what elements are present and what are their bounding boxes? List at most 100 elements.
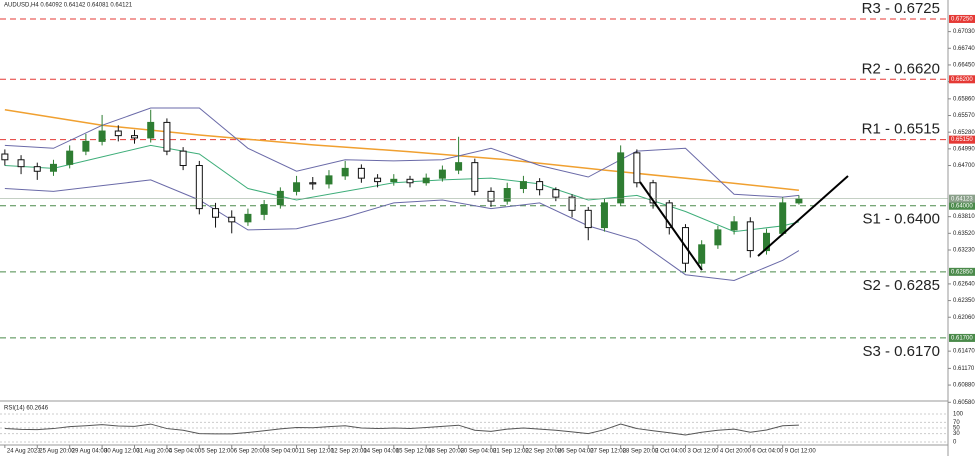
y-tick-label: 0.61470 [953,349,975,355]
y-tick-label: 0.63520 [953,231,975,237]
indicator-line [4,109,799,191]
level-box [949,333,975,342]
x-tick-label: 25 Aug 20:00 [39,449,75,455]
x-tick-label: 21 Sep 12:00 [493,449,529,455]
candle-body [503,188,511,202]
candle-body [730,221,738,231]
candle-body [1,153,9,161]
candle-body [471,162,479,192]
rsi-tick-label: 100 [953,412,964,418]
candle-body [617,152,625,204]
level-box-label: 0.61700 [951,336,973,342]
x-tick-label: 30 Aug 12:00 [104,449,140,455]
candle-body [698,244,706,264]
level-label: S2 - 0.6285 [862,277,940,294]
candle-body [195,165,203,210]
candle-body [147,121,155,139]
rsi-line [4,423,799,436]
x-tick-label: 28 Sep 20:00 [623,449,659,455]
candle-body [163,121,171,152]
x-tick-label: 20 Sep 04:00 [461,449,497,455]
candle-body [455,162,463,171]
candle-body [66,150,74,165]
x-tick-label: 9 Oct 12:00 [785,449,817,455]
level-box [949,201,975,210]
rsi-tick-label: 50 [953,426,960,432]
level-label: S1 - 0.6400 [862,211,940,228]
y-tick-label: 0.62350 [953,298,975,304]
trend-line [757,175,849,257]
level-box-label: 0.62850 [951,269,973,275]
y-tick-label: 0.60580 [953,400,975,406]
x-tick-label: 29 Aug 04:00 [72,449,108,455]
candle-body [746,221,754,252]
trend-line [639,181,703,271]
candle-body [357,167,365,179]
x-tick-label: 15 Sep 12:00 [396,449,432,455]
candle-body [325,175,333,185]
x-tick-label: 11 Sep 12:00 [299,449,335,455]
candle-body [779,202,787,234]
level-box [949,75,975,84]
candle-body [17,159,25,168]
rsi-tick-label: 30 [953,431,960,437]
candle-body [649,182,657,204]
y-tick-label: 0.64990 [953,146,975,152]
level-label: R2 - 0.6620 [862,60,940,77]
candle-body [33,166,41,172]
x-tick-label: 31 Aug 20:00 [137,449,173,455]
y-tick-label: 0.65570 [953,113,975,119]
candle-body [82,140,90,152]
candle-body [390,178,398,183]
candle-body [228,216,236,223]
rsi-title: RSI(14) 60.2646 [4,406,49,412]
candle-body [131,135,139,139]
y-tick-label: 0.64700 [953,163,975,169]
candle-body [714,229,722,246]
candle-body [374,177,382,183]
candle-body [665,202,673,229]
candle-body [406,178,414,184]
candle-body [293,182,301,192]
x-tick-label: 8 Sep 04:00 [266,449,299,455]
indicator-line [4,144,800,233]
y-tick-label: 0.63230 [953,248,975,254]
candle-body [244,213,252,223]
y-tick-label: 0.66450 [953,63,975,69]
candle-body [552,189,560,198]
x-tick-label: 6 Sep 20:00 [234,449,267,455]
x-tick-label: 2 Oct 04:00 [655,449,687,455]
candle-body [633,152,641,184]
x-tick-label: 18 Sep 20:00 [428,449,464,455]
level-box [949,14,975,23]
x-tick-label: 27 Sep 12:00 [590,449,626,455]
candle-body [341,167,349,177]
x-tick-label: 3 Oct 12:00 [687,449,719,455]
x-tick-label: 6 Oct 04:00 [752,449,784,455]
level-label: R1 - 0.6515 [862,121,940,138]
chart-title: AUDUSD,H4 0.64092 0.64142 0.64081 0.6412… [4,3,133,9]
candle-body [536,181,544,191]
y-tick-label: 0.62640 [953,281,975,287]
level-box-label: 0.66200 [951,77,973,83]
candle-body [309,182,317,185]
candle-body [276,190,284,206]
candle-body [179,150,187,167]
candle-body [763,232,771,252]
level-label: S3 - 0.6170 [862,343,940,360]
x-tick-label: 4 Oct 20:00 [720,449,752,455]
indicator-line [4,179,800,281]
candle-body [260,204,268,215]
last-price-label: 0.64123 [951,196,973,202]
x-tick-label: 4 Sep 04:00 [169,449,202,455]
y-tick-label: 0.65280 [953,130,975,136]
candle-body [98,130,106,142]
candle-body [438,169,446,179]
candle-body [600,202,608,229]
x-tick-label: 26 Sep 04:00 [558,449,594,455]
level-box-label: 0.65150 [951,137,973,143]
x-tick-label: 24 Aug 2023 [7,449,41,455]
